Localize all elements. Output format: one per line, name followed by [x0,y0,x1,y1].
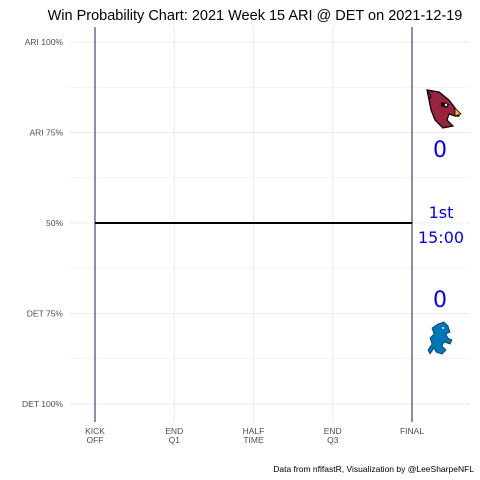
x-tick-label: FINAL [400,426,424,436]
y-axis: ARI 100% ARI 75% 50% DET 75% DET 100% [22,37,63,409]
cardinals-logo [426,89,462,129]
y-tick-label: DET 100% [22,399,63,409]
game-clock: 15:00 [418,228,464,247]
grid [69,27,470,422]
y-tick-label: DET 75% [27,309,64,319]
x-tick-label: END Q3 [324,426,342,445]
y-tick-label: ARI 100% [25,37,64,47]
lions-logo [427,321,453,355]
period-lines [94,27,413,422]
chart-caption: Data from nflfastR, Visualization by @Le… [273,464,474,474]
x-tick-label: KICK OFF [85,426,105,445]
y-tick-label: ARI 75% [29,128,63,138]
home-score: 0 [433,288,447,313]
x-axis: KICK OFF END Q1 HALF TIME END Q3 FINAL [85,426,424,445]
away-score: 0 [433,138,447,163]
x-tick-label: HALF TIME [243,426,265,445]
game-quarter: 1st [429,203,454,222]
y-tick-label: 50% [46,218,63,228]
x-tick-label: END Q1 [165,426,183,445]
chart-title: Win Probability Chart: 2021 Week 15 ARI … [48,8,463,24]
